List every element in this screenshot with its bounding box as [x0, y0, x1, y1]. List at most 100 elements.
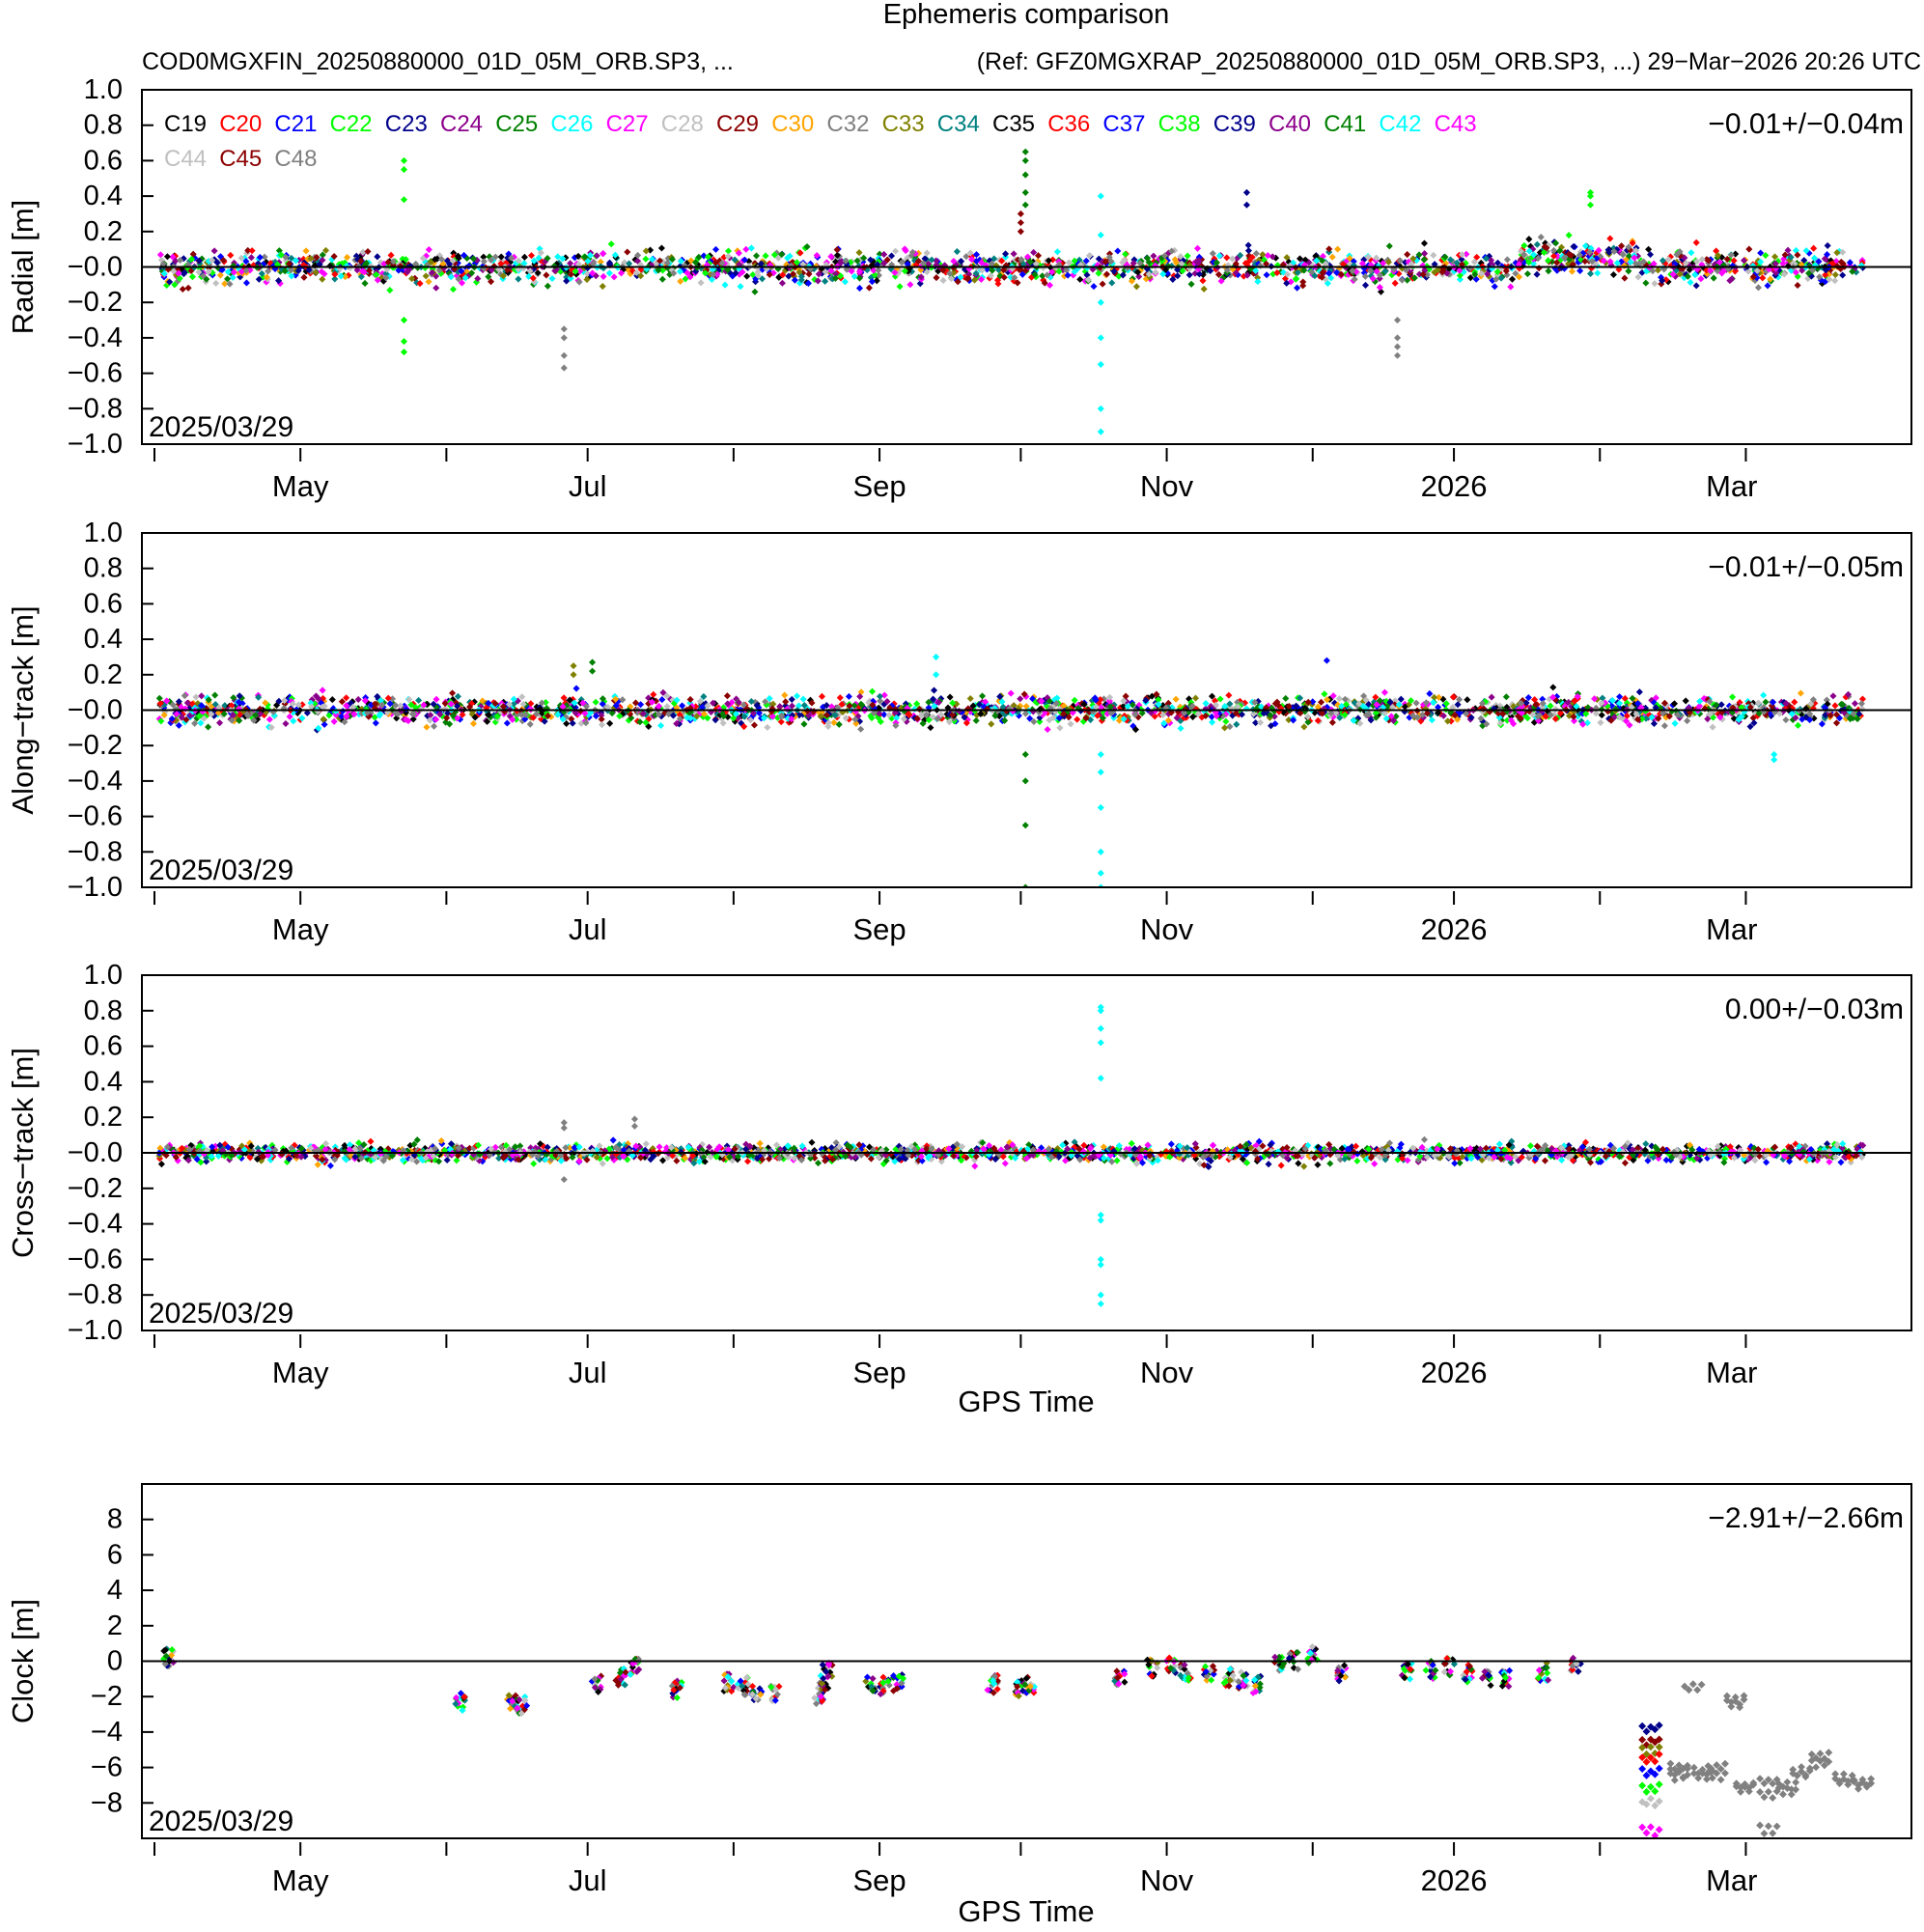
panel-cross: 1.00.80.60.40.2−0.0−0.2−0.4−0.6−0.8−1.0C…: [6, 960, 1912, 1389]
data-point: [392, 702, 400, 710]
data-point: [1682, 697, 1689, 705]
legend-item-c23: C23: [385, 111, 428, 137]
y-tick-label: −0.0: [68, 252, 123, 283]
data-point: [1007, 689, 1015, 697]
data-point: [205, 696, 212, 704]
data-point: [831, 712, 839, 719]
data-point: [247, 254, 255, 262]
data-point: [612, 702, 620, 710]
data-point: [248, 247, 256, 255]
legend-item-c39: C39: [1213, 111, 1256, 137]
data-point: [883, 698, 891, 706]
data-point: [218, 266, 226, 273]
data-point: [1380, 688, 1388, 696]
data-point: [179, 285, 186, 294]
data-point: [1587, 265, 1596, 272]
data-point: [817, 713, 824, 720]
outlier-group: [1394, 317, 1402, 359]
data-point: [172, 257, 180, 265]
data-point: [977, 710, 985, 717]
data-point: [789, 270, 797, 278]
data-point: [750, 721, 758, 729]
data-point: [927, 724, 934, 732]
data-point: [923, 268, 931, 276]
data-point: [211, 700, 219, 709]
data-point: [229, 273, 237, 281]
data-point: [216, 271, 224, 279]
data-point: [515, 257, 522, 265]
data-point: [1839, 271, 1847, 279]
data-point: [354, 695, 362, 703]
data-point: [491, 253, 499, 261]
data-point: [737, 283, 744, 291]
data-point: [1167, 1140, 1175, 1148]
data-point: [747, 697, 755, 706]
panel-cross-series: [155, 1003, 1867, 1307]
data-point: [163, 697, 171, 705]
data-point: [913, 700, 921, 708]
data-point: [282, 253, 290, 261]
data-point: [753, 702, 761, 710]
data-point: [263, 273, 270, 281]
data-point: [1797, 689, 1804, 697]
data-point: [318, 267, 325, 275]
data-point: [230, 268, 237, 276]
data-point: [612, 695, 620, 703]
data-point: [1760, 691, 1768, 699]
stat-label-radial: −0.01+/−0.04m: [1708, 108, 1904, 140]
data-point: [437, 256, 446, 264]
data-point: [718, 259, 726, 266]
data-point: [1503, 256, 1511, 264]
data-point: [471, 714, 479, 721]
outlier-point: [1017, 228, 1024, 236]
data-point: [626, 260, 633, 267]
data-point: [740, 713, 748, 720]
data-point: [934, 714, 941, 723]
data-point: [521, 711, 530, 718]
data-point: [325, 712, 333, 719]
data-point: [919, 260, 927, 267]
data-point: [860, 254, 868, 262]
x-tick-label: Sep: [852, 912, 906, 946]
data-point: [766, 694, 773, 702]
data-point: [289, 700, 296, 708]
data-point: [343, 694, 350, 702]
data-point: [159, 260, 167, 267]
data-point: [755, 709, 763, 717]
data-point: [441, 700, 449, 708]
data-point: [526, 720, 534, 728]
y-tick-label: 0.2: [84, 659, 123, 690]
data-point: [697, 279, 705, 287]
data-point: [827, 267, 835, 275]
data-point: [255, 275, 263, 283]
data-point: [244, 246, 252, 254]
data-point: [422, 272, 430, 280]
legend-item-c21: C21: [274, 111, 317, 137]
data-point: [754, 268, 762, 276]
data-point: [953, 248, 961, 256]
data-point: [676, 267, 683, 275]
data-point: [1430, 699, 1437, 707]
data-point: [267, 723, 275, 731]
data-point: [1099, 280, 1106, 288]
data-point: [1697, 275, 1705, 283]
data-point: [599, 695, 606, 703]
data-point: [891, 268, 899, 276]
data-point: [611, 251, 619, 259]
data-point: [1200, 285, 1208, 293]
data-point: [800, 720, 808, 728]
data-point: [455, 275, 462, 283]
data-point: [1017, 695, 1024, 703]
data-point: [764, 723, 771, 731]
outlier-point: [400, 338, 408, 346]
data-point: [933, 257, 940, 265]
data-point: [188, 255, 196, 263]
outlier-point: [560, 334, 568, 342]
data-point: [616, 713, 624, 720]
outlier-point: [400, 156, 408, 164]
data-point: [529, 274, 537, 282]
data-point: [583, 276, 591, 284]
data-point: [520, 260, 528, 267]
data-point: [624, 248, 631, 256]
data-point: [256, 710, 264, 717]
